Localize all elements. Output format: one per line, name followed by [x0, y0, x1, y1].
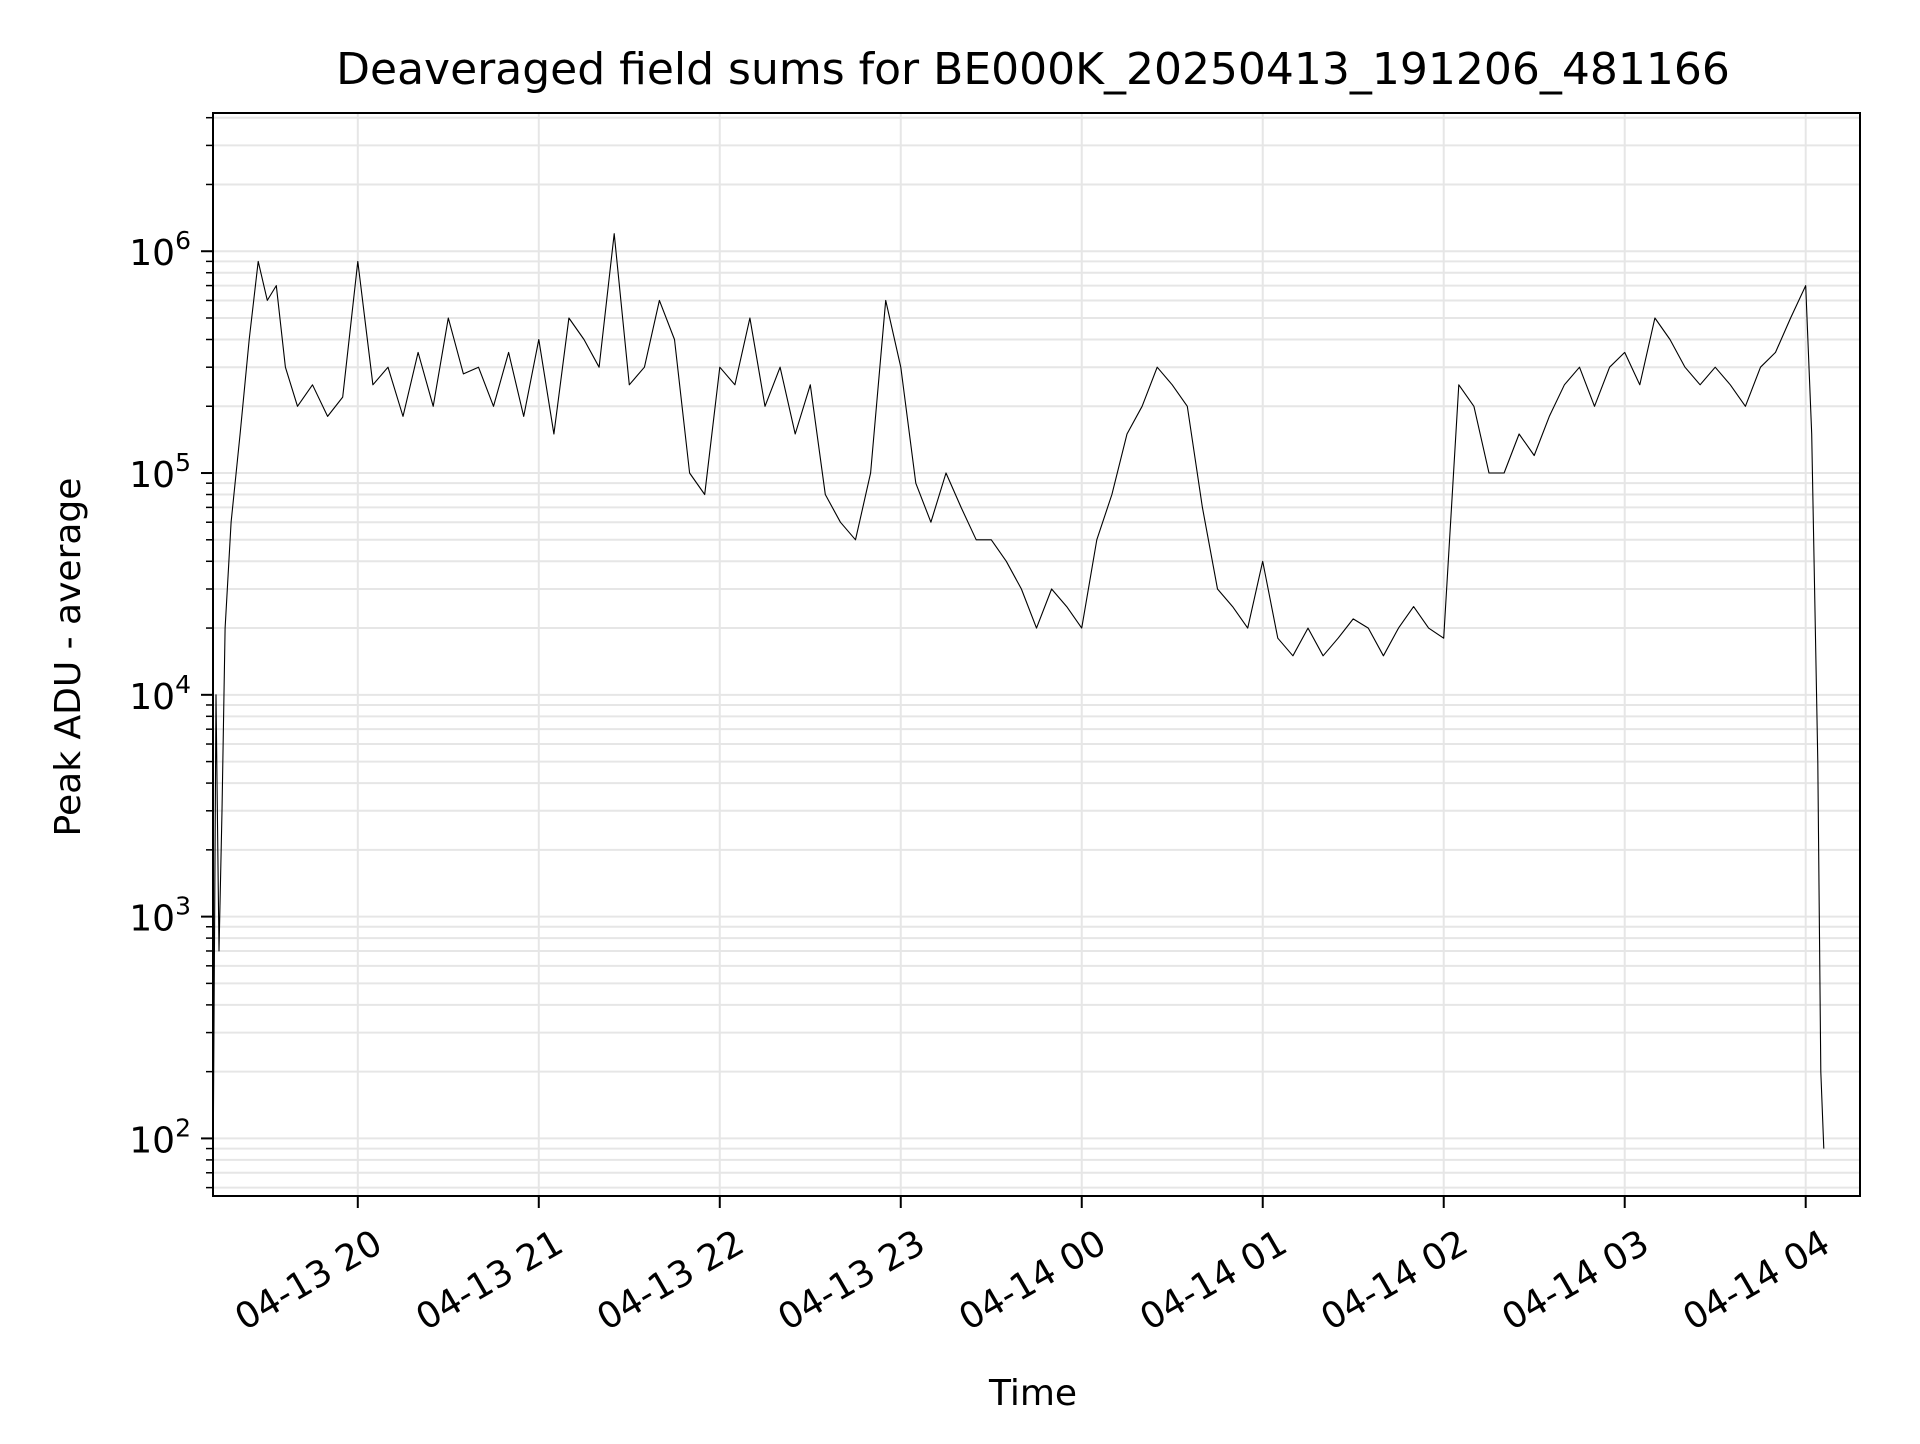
- y-tick-label: 102: [129, 1113, 191, 1161]
- x-tick-label: 04-14 01: [1133, 1222, 1294, 1338]
- plot-frame: [212, 112, 1861, 1197]
- y-axis-label: Peak ADU - average: [48, 478, 89, 837]
- x-tick-label: 04-13 23: [771, 1222, 932, 1338]
- x-tick-label: 04-14 02: [1314, 1222, 1475, 1338]
- y-tick-label: 105: [129, 448, 191, 496]
- y-axis: 102 103 104 105 106: [129, 116, 213, 1189]
- grid: [213, 113, 1860, 1196]
- x-axis: 04-13 20 04-13 21 04-13 22 04-13 23 04-14 00…: [228, 1196, 1837, 1339]
- y-tick-label: 104: [129, 670, 191, 718]
- x-axis-label: Time: [988, 1373, 1077, 1414]
- x-tick-label: 04-13 20: [228, 1222, 389, 1338]
- y-tick-label: 103: [129, 892, 191, 940]
- x-tick-label: 04-13 21: [409, 1222, 570, 1338]
- chart-title: Deaveraged field sums for BE000K_2025041…: [336, 44, 1730, 95]
- y-tick-label: 106: [129, 226, 191, 274]
- x-tick-label: 04-14 00: [952, 1222, 1113, 1338]
- x-tick-label: 04-14 03: [1495, 1222, 1656, 1338]
- x-tick-label: 04-13 22: [590, 1222, 751, 1338]
- x-tick-label: 04-14 04: [1676, 1222, 1837, 1338]
- series-line: [212, 233, 1825, 1188]
